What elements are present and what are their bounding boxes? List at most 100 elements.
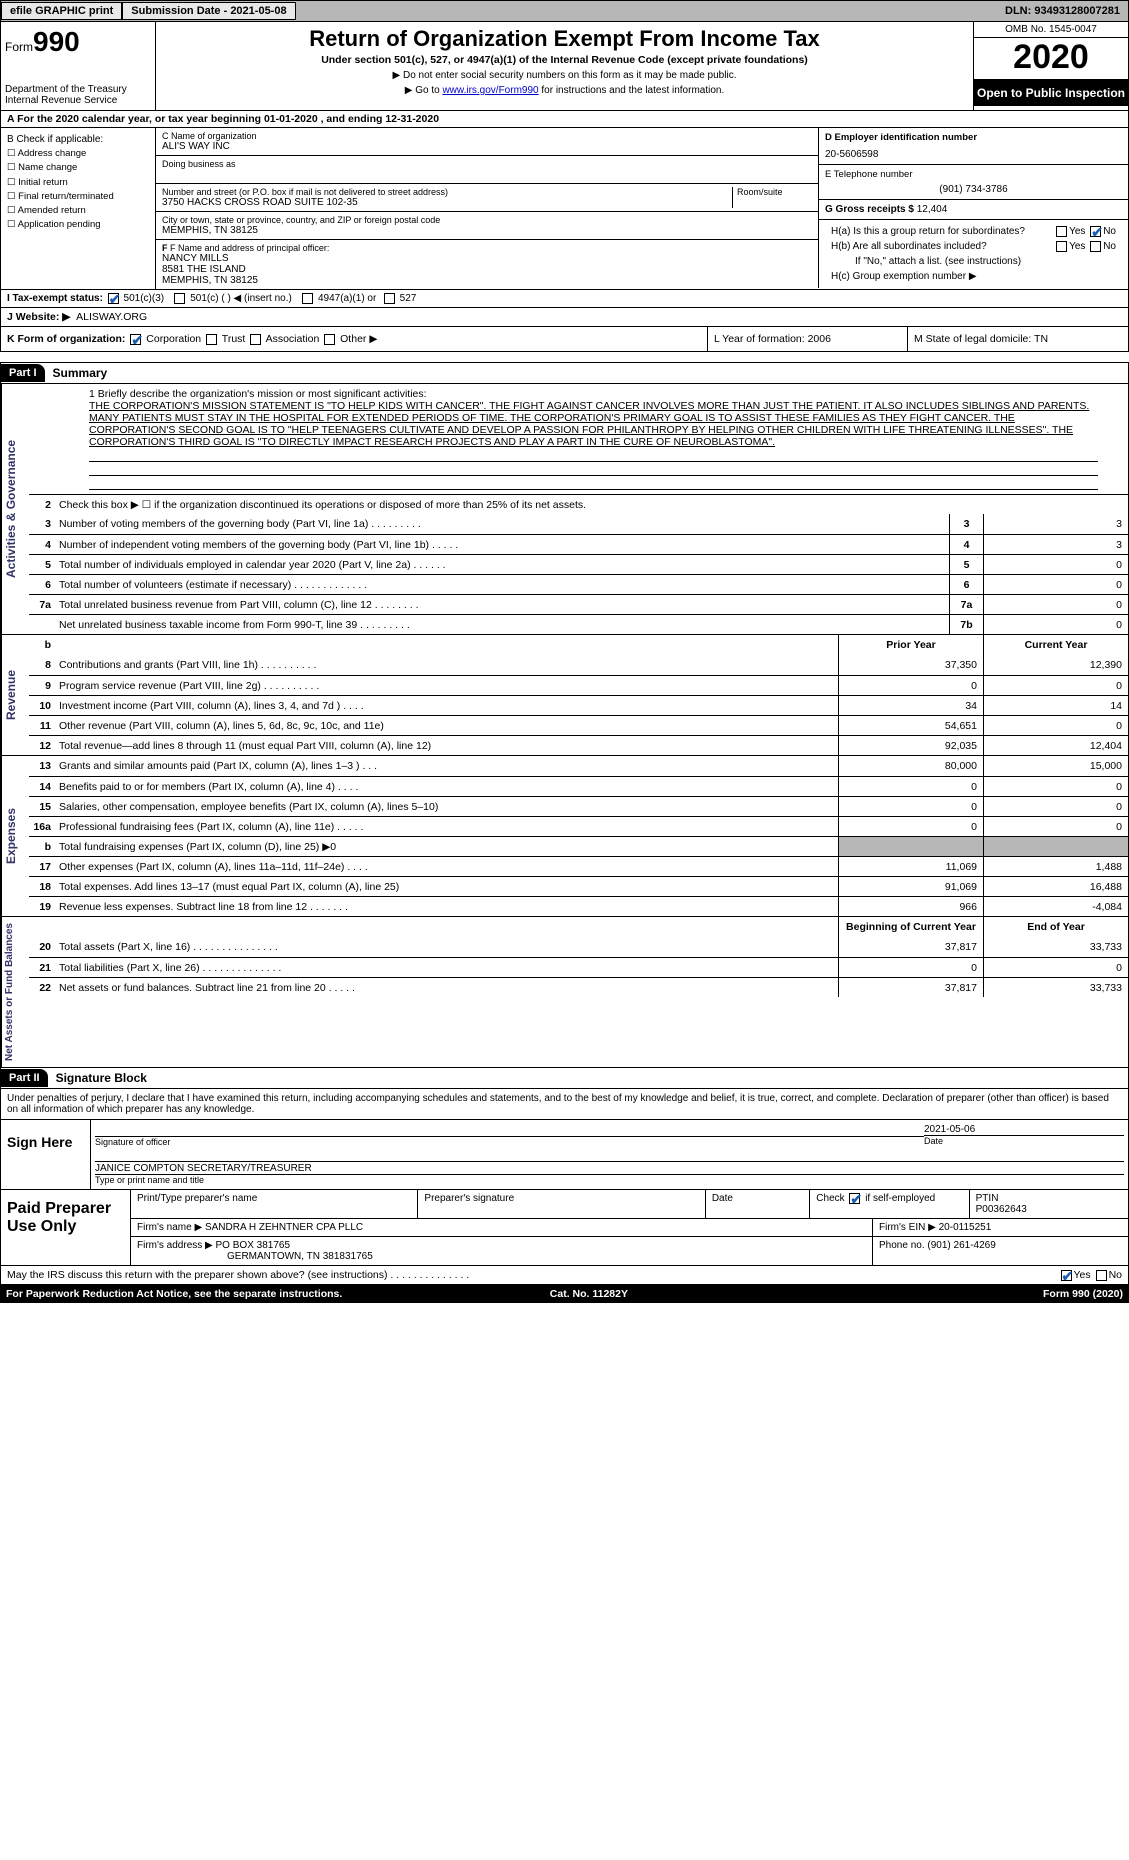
submission-date: Submission Date - 2021-05-08 xyxy=(122,2,295,20)
chk-discuss-no[interactable] xyxy=(1096,1270,1107,1281)
addr-cell: Number and street (or P.O. box if mail i… xyxy=(156,184,818,212)
paid-preparer-label: Paid Preparer Use Only xyxy=(1,1190,131,1265)
form-subtitle: Under section 501(c), 527, or 4947(a)(1)… xyxy=(164,54,965,66)
tel-cell: E Telephone number (901) 734-3786 xyxy=(818,165,1128,200)
line-2: 2Check this box ▶ ☐ if the organization … xyxy=(29,494,1128,514)
discuss-row: May the IRS discuss this return with the… xyxy=(0,1266,1129,1285)
sign-fields: 2021-05-06 Signature of officer Date JAN… xyxy=(91,1120,1128,1189)
col-c: C Name of organization ALI'S WAY INC Doi… xyxy=(156,128,818,289)
paperwork-footer: For Paperwork Reduction Act Notice, see … xyxy=(0,1285,1129,1303)
header-left: Form990 Department of the Treasury Inter… xyxy=(1,22,156,110)
dept-treasury: Department of the Treasury xyxy=(5,84,151,95)
part2-header: Part II Signature Block xyxy=(0,1068,1129,1089)
activities-governance: Activities & Governance 1 Briefly descri… xyxy=(0,384,1129,635)
checkbox-amended-return[interactable]: ☐ Amended return xyxy=(7,204,149,218)
revenue-section: Revenue b Prior Year Current Year 8Contr… xyxy=(0,635,1129,756)
expenses-section: Expenses 13Grants and similar amounts pa… xyxy=(0,756,1129,917)
h-cell: H(a) Is this a group return for subordin… xyxy=(818,220,1128,288)
header-center: Return of Organization Exempt From Incom… xyxy=(156,22,973,110)
side-rev: Revenue xyxy=(1,635,29,755)
line-7a: 7aTotal unrelated business revenue from … xyxy=(29,594,1128,614)
exp-line-18: 18Total expenses. Add lines 13–17 (must … xyxy=(29,876,1128,896)
tax-year: 2020 xyxy=(974,38,1128,80)
sign-here-label: Sign Here xyxy=(1,1120,91,1189)
exp-line-b: bTotal fundraising expenses (Part IX, co… xyxy=(29,836,1128,856)
line-5: 5Total number of individuals employed in… xyxy=(29,554,1128,574)
form-title: Return of Organization Exempt From Incom… xyxy=(164,26,965,52)
netassets-section: Net Assets or Fund Balances Beginning of… xyxy=(0,917,1129,1068)
year-formation: L Year of formation: 2006 xyxy=(708,327,908,351)
dept-irs: Internal Revenue Service xyxy=(5,95,151,106)
header-right: OMB No. 1545-0047 2020 Open to Public In… xyxy=(973,22,1128,110)
rev-line-10: 10Investment income (Part VIII, column (… xyxy=(29,695,1128,715)
side-exp: Expenses xyxy=(1,756,29,916)
exp-line-16a: 16aProfessional fundraising fees (Part I… xyxy=(29,816,1128,836)
net-line-20: 20Total assets (Part X, line 16) . . . .… xyxy=(29,937,1128,957)
checkbox-final-return-terminated[interactable]: ☐ Final return/terminated xyxy=(7,190,149,204)
chk-527[interactable] xyxy=(384,293,395,304)
rev-line-12: 12Total revenue—add lines 8 through 11 (… xyxy=(29,735,1128,755)
goto-note: ▶ Go to www.irs.gov/Form990 for instruct… xyxy=(164,85,965,96)
sign-here-block: Sign Here 2021-05-06 Signature of office… xyxy=(0,1120,1129,1190)
line-7b: Net unrelated business taxable income fr… xyxy=(29,614,1128,634)
line-6: 6Total number of volunteers (estimate if… xyxy=(29,574,1128,594)
checkbox-name-change[interactable]: ☐ Name change xyxy=(7,161,149,175)
net-header: Beginning of Current Year End of Year xyxy=(29,917,1128,937)
rev-header: b Prior Year Current Year xyxy=(29,635,1128,655)
gross-cell: G Gross receipts $ 12,404 xyxy=(818,200,1128,220)
row-k: K Form of organization: Corporation Trus… xyxy=(0,327,1129,352)
row-a-taxyear: A For the 2020 calendar year, or tax yea… xyxy=(0,111,1129,128)
side-gov: Activities & Governance xyxy=(1,384,29,634)
col-b: B Check if applicable: ☐ Address change☐… xyxy=(1,128,156,289)
perjury-text: Under penalties of perjury, I declare th… xyxy=(0,1089,1129,1120)
side-net: Net Assets or Fund Balances xyxy=(1,917,29,1067)
form-header: Form990 Department of the Treasury Inter… xyxy=(0,22,1129,111)
chk-corp[interactable] xyxy=(130,334,141,345)
line-4: 4Number of independent voting members of… xyxy=(29,534,1128,554)
checkbox-initial-return[interactable]: ☐ Initial return xyxy=(7,176,149,190)
row-i: I Tax-exempt status: 501(c)(3) 501(c) ( … xyxy=(0,289,1129,308)
form-of-org: K Form of organization: Corporation Trus… xyxy=(1,327,708,351)
ein-cell: D Employer identification number 20-5606… xyxy=(818,128,1128,165)
open-inspection: Open to Public Inspection xyxy=(974,80,1128,106)
exp-line-14: 14Benefits paid to or for members (Part … xyxy=(29,776,1128,796)
part1-header: Part I Summary xyxy=(0,362,1129,384)
col-b-title: B Check if applicable: xyxy=(7,132,149,147)
efile-print-button[interactable]: efile GRAPHIC print xyxy=(1,2,122,20)
rev-line-11: 11Other revenue (Part VIII, column (A), … xyxy=(29,715,1128,735)
ssn-note: ▶ Do not enter social security numbers o… xyxy=(164,70,965,81)
row-j: J Website: ▶ ALISWAY.ORG xyxy=(0,308,1129,327)
dba-cell: Doing business as xyxy=(156,156,818,184)
exp-line-15: 15Salaries, other compensation, employee… xyxy=(29,796,1128,816)
chk-selfemployed[interactable] xyxy=(849,1193,860,1204)
chk-501c3[interactable] xyxy=(108,293,119,304)
chk-discuss-yes[interactable] xyxy=(1061,1270,1072,1281)
state-domicile: M State of legal domicile: TN xyxy=(908,327,1128,351)
chk-other[interactable] xyxy=(324,334,335,345)
chk-trust[interactable] xyxy=(206,334,217,345)
net-line-22: 22Net assets or fund balances. Subtract … xyxy=(29,977,1128,997)
top-bar: efile GRAPHIC print Submission Date - 20… xyxy=(0,0,1129,22)
line-3: 3Number of voting members of the governi… xyxy=(29,514,1128,534)
chk-4947[interactable] xyxy=(302,293,313,304)
rev-line-8: 8Contributions and grants (Part VIII, li… xyxy=(29,655,1128,675)
mission-block: 1 Briefly describe the organization's mi… xyxy=(29,384,1128,494)
city-cell: City or town, state or province, country… xyxy=(156,212,818,240)
paid-preparer-block: Paid Preparer Use Only Print/Type prepar… xyxy=(0,1190,1129,1266)
org-name-cell: C Name of organization ALI'S WAY INC xyxy=(156,128,818,156)
rev-line-9: 9Program service revenue (Part VIII, lin… xyxy=(29,675,1128,695)
chk-assoc[interactable] xyxy=(250,334,261,345)
net-line-21: 21Total liabilities (Part X, line 26) . … xyxy=(29,957,1128,977)
form-number: Form990 xyxy=(5,26,151,58)
exp-line-19: 19Revenue less expenses. Subtract line 1… xyxy=(29,896,1128,916)
checkbox-application-pending[interactable]: ☐ Application pending xyxy=(7,218,149,232)
exp-line-17: 17Other expenses (Part IX, column (A), l… xyxy=(29,856,1128,876)
dln: DLN: 93493128007281 xyxy=(1005,5,1128,17)
checkbox-address-change[interactable]: ☐ Address change xyxy=(7,147,149,161)
section-bcd: B Check if applicable: ☐ Address change☐… xyxy=(0,128,1129,289)
omb-number: OMB No. 1545-0047 xyxy=(974,22,1128,38)
irs-link[interactable]: www.irs.gov/Form990 xyxy=(442,85,538,96)
col-d: D Employer identification number 20-5606… xyxy=(818,128,1128,289)
website-value: ALISWAY.ORG xyxy=(76,311,147,323)
chk-501c[interactable] xyxy=(174,293,185,304)
